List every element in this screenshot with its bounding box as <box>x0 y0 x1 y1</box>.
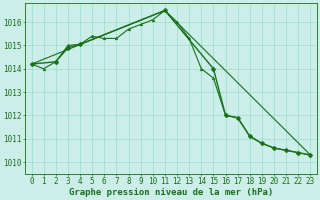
X-axis label: Graphe pression niveau de la mer (hPa): Graphe pression niveau de la mer (hPa) <box>69 188 273 197</box>
